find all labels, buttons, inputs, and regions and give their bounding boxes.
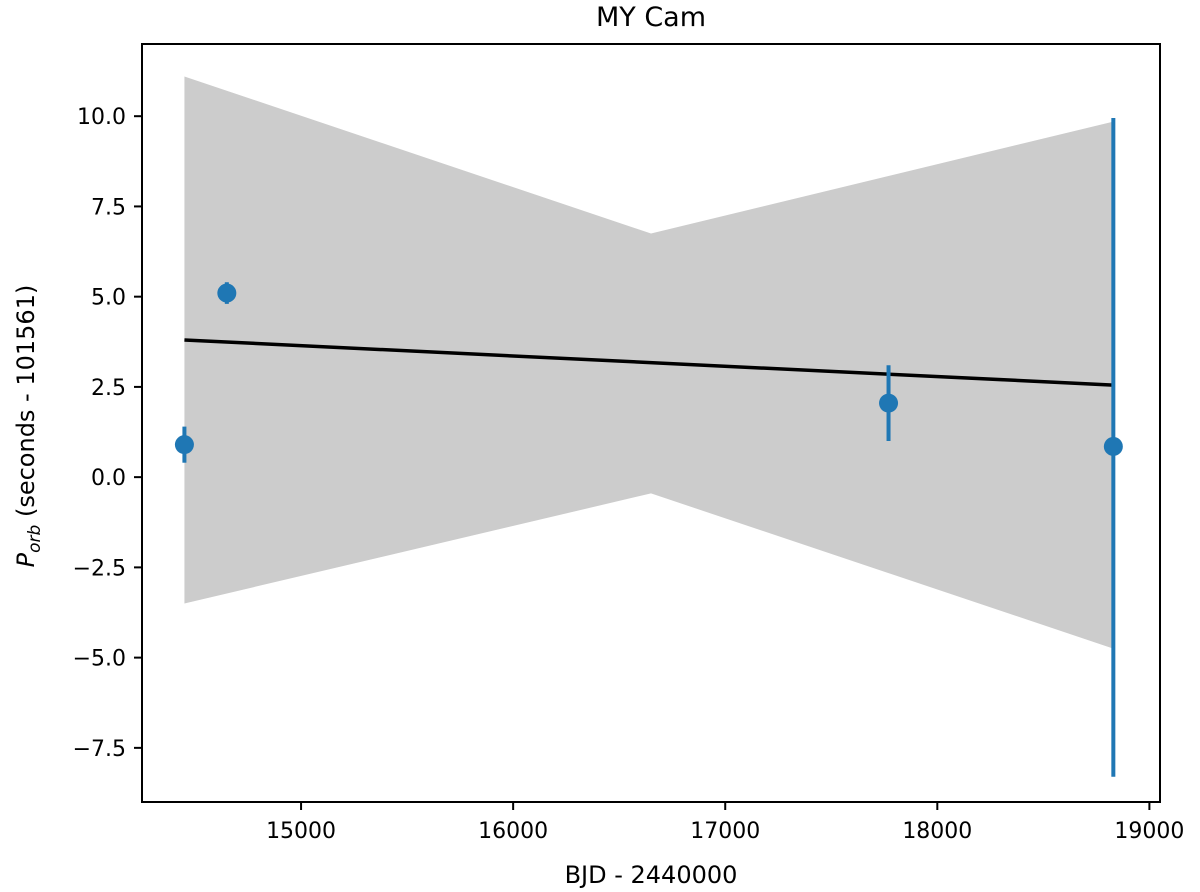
x-axis-title: BJD - 2440000 xyxy=(565,861,738,889)
y-tick-label: −2.5 xyxy=(73,556,126,581)
data-point xyxy=(217,282,237,304)
y-tick-label: 10.0 xyxy=(77,105,126,130)
data-points-layer xyxy=(174,117,1123,777)
x-axis: 15000 16000 17000 18000 19000 xyxy=(266,802,1184,844)
y-tick-label: 0.0 xyxy=(91,466,126,491)
fit-line xyxy=(184,338,1114,387)
x-tick-label: 15000 xyxy=(266,819,336,844)
point-marker xyxy=(879,393,899,413)
y-axis: 10.0 7.5 5.0 2.5 0.0 −2.5 −5.0 −7.5 xyxy=(73,105,142,762)
fit-line-layer xyxy=(184,338,1114,387)
data-point xyxy=(1103,117,1123,777)
data-point xyxy=(879,365,899,442)
x-tick-label: 16000 xyxy=(478,819,548,844)
y-axis-symbol: P xyxy=(12,552,40,567)
point-marker xyxy=(174,435,194,455)
plot-frame xyxy=(141,43,1161,803)
data-point xyxy=(174,426,194,463)
y-tick-label: 7.5 xyxy=(91,195,126,220)
x-tick-label: 17000 xyxy=(690,819,760,844)
y-axis-subscript: orb xyxy=(25,525,45,553)
y-axis-title: Porb (seconds - 101561) xyxy=(12,285,45,568)
x-tick-label: 19000 xyxy=(1114,819,1184,844)
point-marker xyxy=(1103,436,1123,456)
y-tick-label: −7.5 xyxy=(73,737,126,762)
y-axis-title-rest: (seconds - 101561) xyxy=(12,285,40,525)
y-tick-label: 2.5 xyxy=(91,376,126,401)
x-tick-label: 18000 xyxy=(902,819,972,844)
y-tick-label: −5.0 xyxy=(73,647,126,672)
point-marker xyxy=(217,283,237,303)
chart-title: MY Cam xyxy=(596,2,706,33)
y-tick-label: 5.0 xyxy=(91,286,126,311)
